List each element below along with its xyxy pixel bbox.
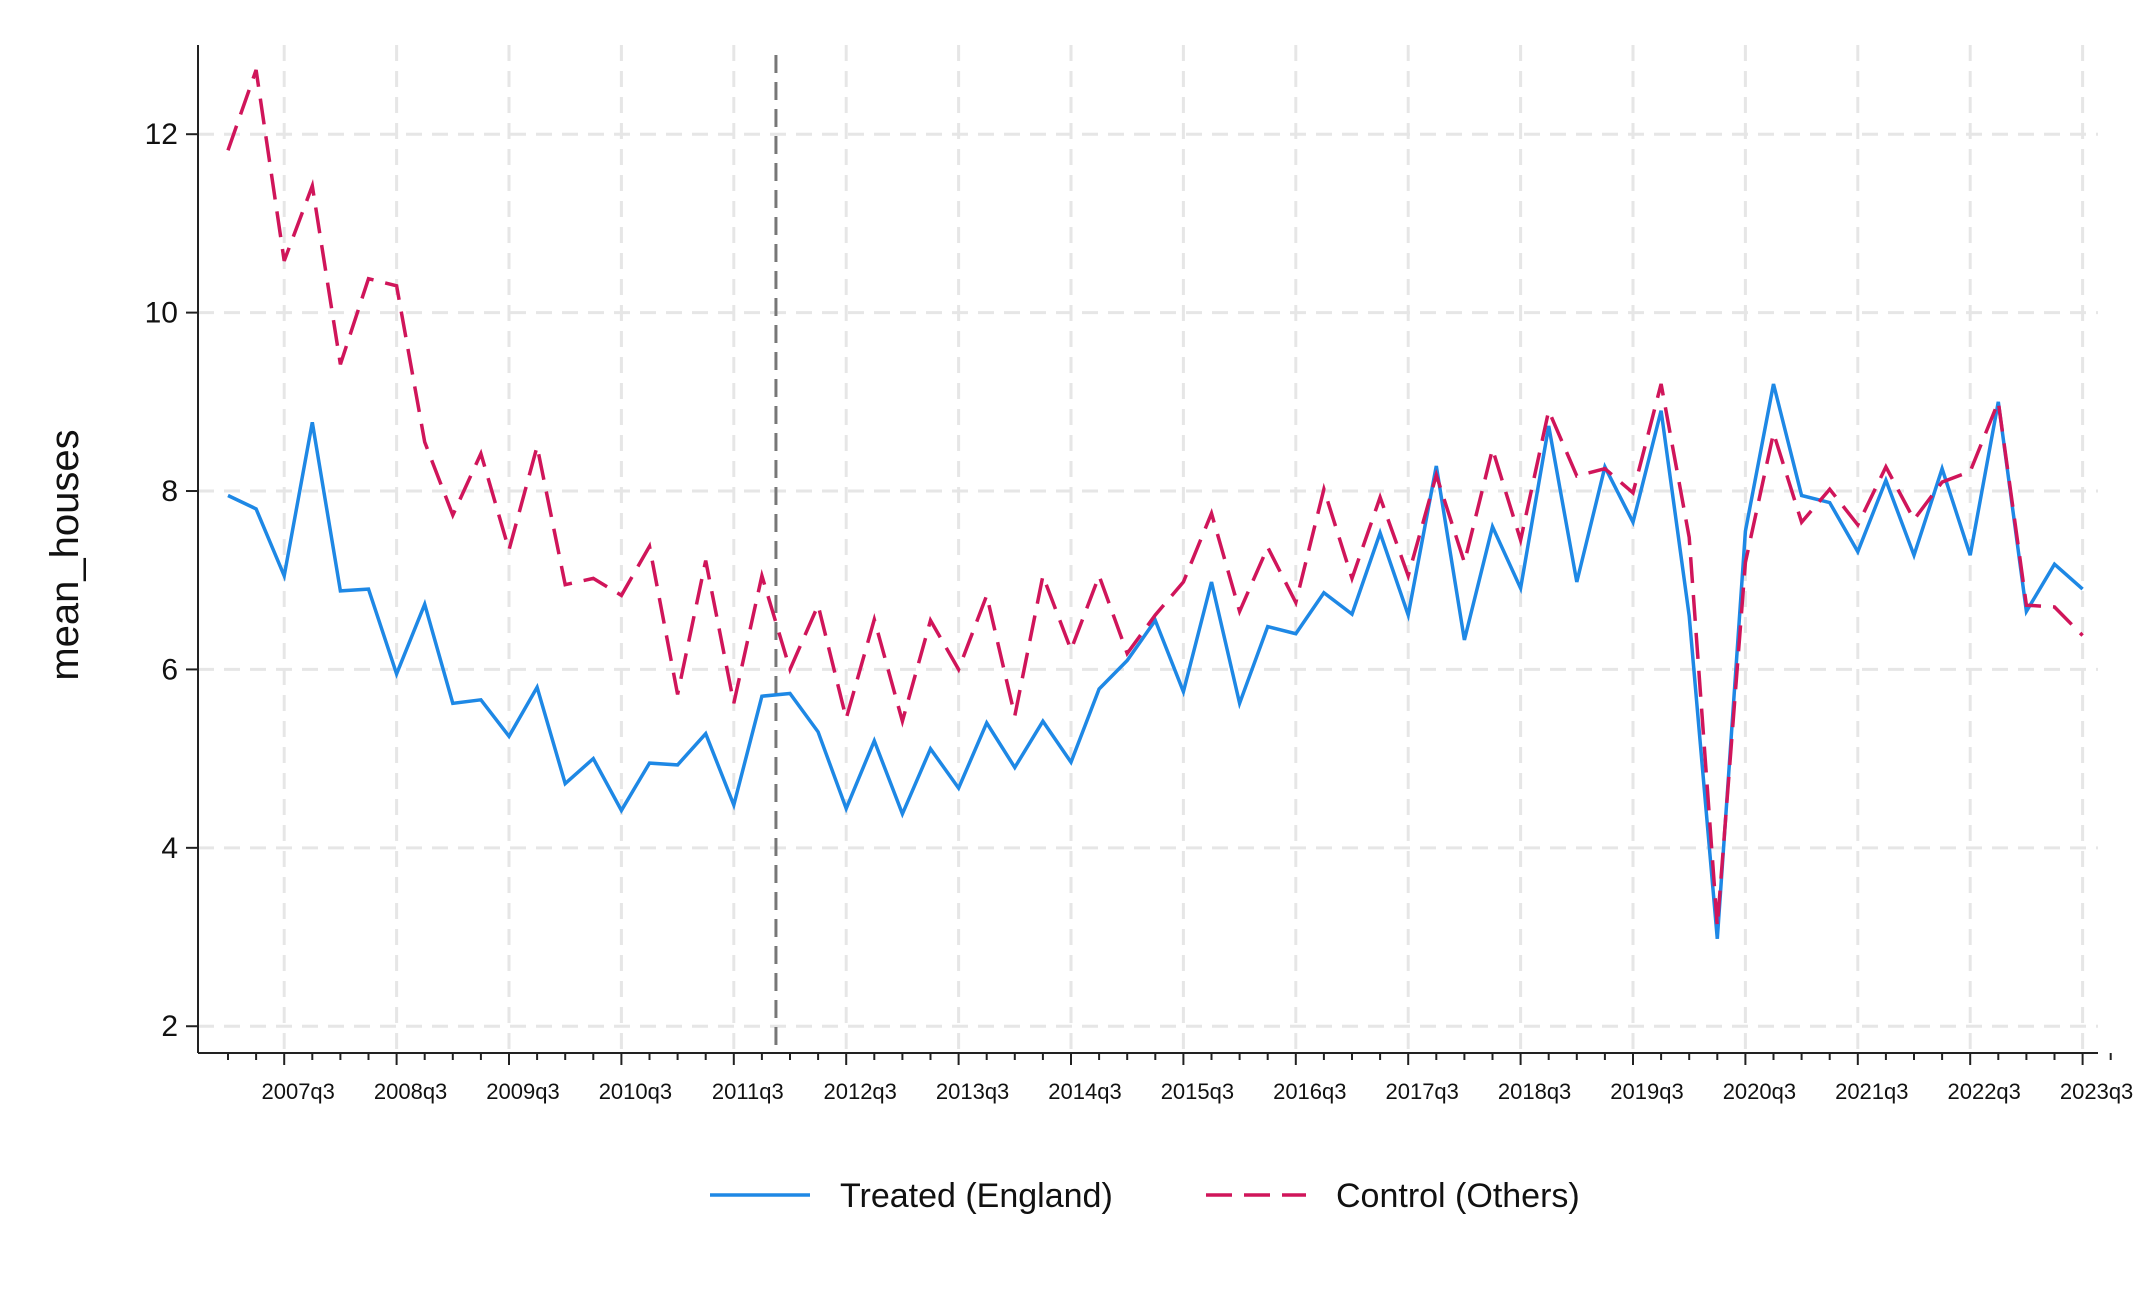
x-tick-label: 2010q3	[599, 1079, 672, 1104]
x-tick-label: 2016q3	[1273, 1079, 1346, 1104]
x-tick-label: 2019q3	[1610, 1079, 1683, 1104]
x-tick-label: 2018q3	[1498, 1079, 1571, 1104]
y-tick-label: 8	[161, 475, 178, 508]
y-tick-label: 12	[145, 118, 178, 151]
x-tick-label: 2013q3	[936, 1079, 1009, 1104]
x-tick-label: 2017q3	[1385, 1079, 1458, 1104]
y-tick-label: 4	[161, 832, 178, 865]
x-tick-label: 2012q3	[823, 1079, 896, 1104]
x-tick-label: 2014q3	[1048, 1079, 1121, 1104]
axis-layer: 2 4 6 8 10 12 2007q3 2008q3 2009q3 2010q3 2011q3 20…	[145, 45, 2133, 1104]
legend-label-2: Control (Others)	[1336, 1177, 1580, 1215]
x-tick-label: 2008q3	[374, 1079, 447, 1104]
legend-label-1: Treated (England)	[840, 1177, 1113, 1215]
x-tick-label: 2023q3	[2060, 1079, 2133, 1104]
series-line-2	[226, 69, 2084, 927]
x-tick-label: 2007q3	[261, 1079, 334, 1104]
legend: Treated (England) Control (Others)	[710, 1177, 1580, 1215]
y-axis-title: mean_houses	[43, 429, 87, 680]
y-tick-label: 2	[161, 1010, 178, 1043]
x-tick-label: 2022q3	[1947, 1079, 2020, 1104]
y-tick-label: 10	[145, 297, 178, 330]
x-tick-label: 2015q3	[1161, 1079, 1234, 1104]
x-tick-label: 2021q3	[1835, 1079, 1908, 1104]
x-tick-label: 2011q3	[712, 1079, 784, 1104]
series-layer	[226, 69, 2084, 939]
grid-layer	[198, 45, 2098, 1053]
y-tick-label: 6	[161, 653, 178, 686]
series-line-1	[227, 383, 2084, 939]
x-tick-label: 2009q3	[486, 1079, 559, 1104]
x-tick-label: 2020q3	[1723, 1079, 1796, 1104]
